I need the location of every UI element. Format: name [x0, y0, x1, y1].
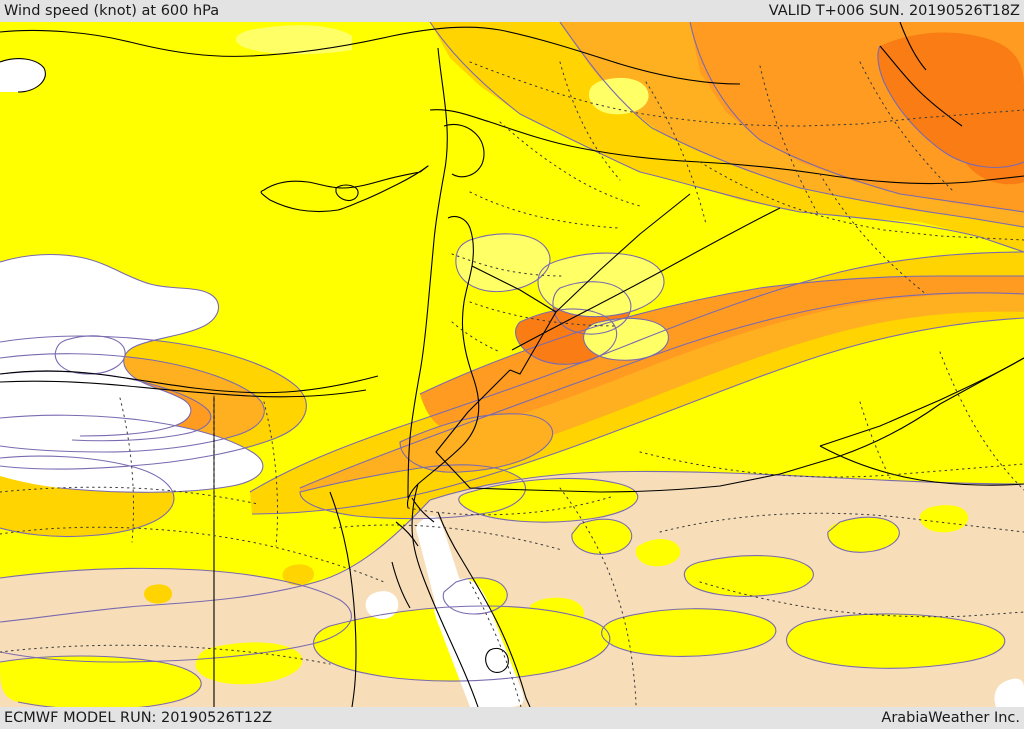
levant-light-pockets — [235, 25, 669, 361]
admin-boundaries — [0, 61, 1024, 707]
country-borders — [0, 22, 1024, 707]
small-gold-cells — [144, 564, 314, 604]
footer-bar: ECMWF MODEL RUN: 20190526T12Z ArabiaWeat… — [0, 707, 1024, 729]
header-bar: Wind speed (knot) at 600 hPa VALID T+006… — [0, 0, 1024, 22]
yellow-islands-in-peach — [0, 478, 1005, 707]
page-title: Wind speed (knot) at 600 hPa — [4, 3, 220, 19]
provider-label: ArabiaWeather Inc. — [881, 710, 1020, 726]
weather-map[interactable] — [0, 22, 1024, 707]
model-run-label: ECMWF MODEL RUN: 20190526T12Z — [4, 710, 273, 726]
valid-time-label: VALID T+006 SUN. 20190526T18Z — [768, 3, 1020, 19]
northern-high-wind-mass — [430, 22, 1024, 252]
wind-speed-contour-map — [0, 22, 1024, 707]
